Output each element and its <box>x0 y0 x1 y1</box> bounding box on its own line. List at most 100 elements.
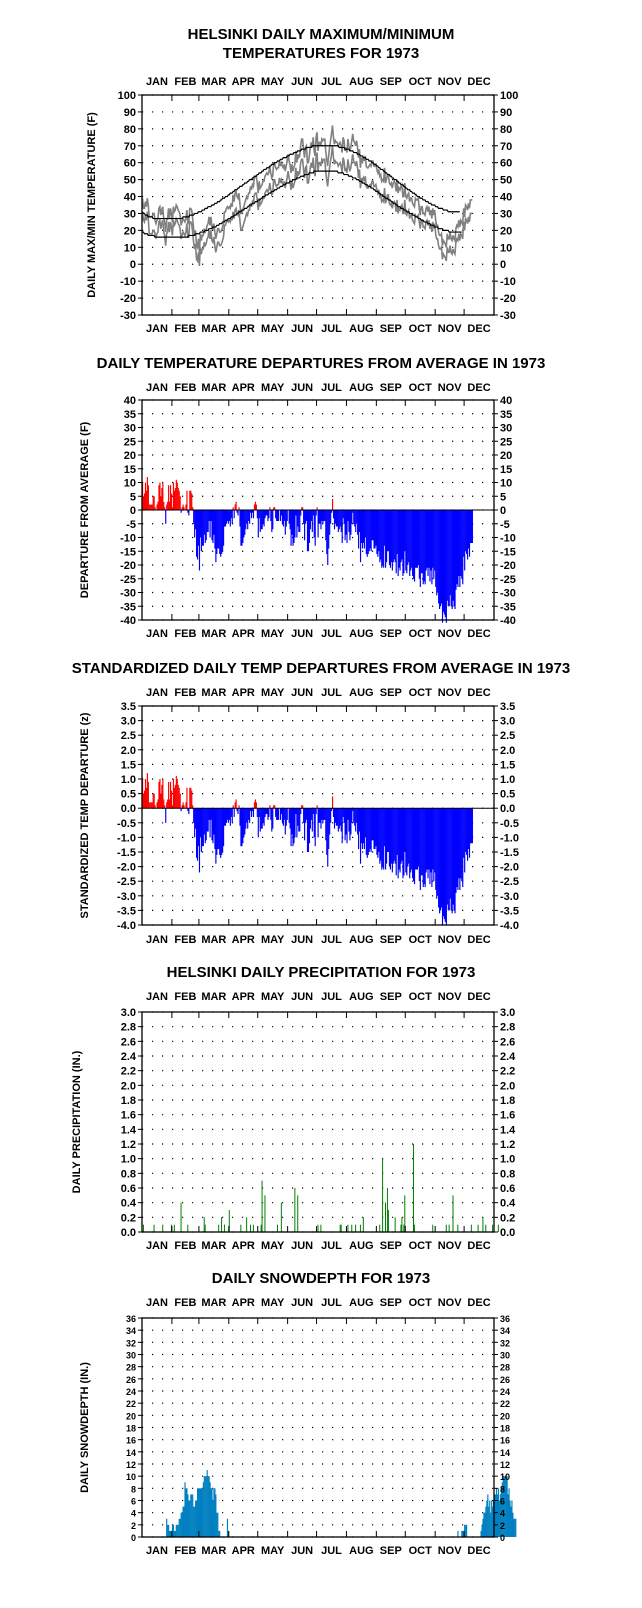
data-bar <box>241 808 243 847</box>
data-bar <box>386 808 389 852</box>
data-bar <box>279 510 282 521</box>
month-label-bottom: SEP <box>380 628 402 640</box>
y-tick-label-left: 36 <box>126 1314 136 1324</box>
data-bar <box>146 477 148 510</box>
data-bar <box>214 808 216 850</box>
month-label-bottom: JAN <box>146 323 168 335</box>
data-bar <box>276 510 278 521</box>
y-tick-label-right: 34 <box>500 1326 510 1336</box>
y-tick-label-left: -3.5 <box>117 905 136 917</box>
y-tick-label-right: 20 <box>500 450 512 462</box>
data-bar <box>259 808 261 832</box>
data-bar <box>169 501 171 510</box>
data-bar <box>237 808 239 815</box>
y-tick-label-right: 3.5 <box>500 701 515 713</box>
data-bar <box>480 1530 482 1537</box>
month-label-top: JAN <box>146 382 168 394</box>
data-bar <box>274 507 276 510</box>
data-bar <box>285 510 287 527</box>
data-bar <box>187 1224 189 1232</box>
data-bar <box>426 808 428 870</box>
data-bar <box>424 808 426 888</box>
data-bar <box>196 510 198 557</box>
data-bar <box>238 805 240 809</box>
data-bar <box>277 510 279 521</box>
data-bar <box>416 510 419 568</box>
data-bar <box>251 808 254 812</box>
data-bar <box>341 510 343 543</box>
data-bar <box>394 1217 396 1232</box>
data-bar <box>433 808 435 882</box>
data-bar <box>191 493 193 510</box>
data-bar <box>386 1188 388 1232</box>
data-bar <box>154 805 156 809</box>
data-bar <box>177 784 179 809</box>
data-bar <box>211 808 213 841</box>
data-bar <box>228 510 230 521</box>
data-bar <box>209 1482 211 1537</box>
data-bar <box>434 510 436 571</box>
data-bar <box>272 808 274 829</box>
y-tick-label-right: 1.0 <box>500 774 515 786</box>
data-bar <box>413 1224 415 1232</box>
y-tick-label-right: 24 <box>500 1387 510 1397</box>
data-bar <box>512 1512 514 1537</box>
data-bar <box>420 510 422 574</box>
month-label-bottom: DEC <box>467 628 490 640</box>
month-label-bottom: APR <box>232 323 255 335</box>
data-bar <box>338 510 340 530</box>
month-label-bottom: SEP <box>380 934 402 946</box>
data-bar <box>316 507 318 510</box>
data-bar <box>369 510 371 549</box>
data-bar <box>402 808 404 879</box>
data-bar <box>169 799 171 809</box>
month-label-bottom: AUG <box>349 1240 373 1252</box>
data-bar <box>288 510 290 524</box>
data-bar <box>204 510 206 543</box>
month-label-top: APR <box>232 382 255 394</box>
data-bar <box>368 808 370 852</box>
data-bar <box>460 510 462 576</box>
data-bar <box>145 490 148 510</box>
data-bar <box>293 510 295 543</box>
y-tick-label-right: 10 <box>500 242 512 254</box>
data-bar <box>411 510 413 568</box>
data-bar <box>320 808 322 829</box>
data-bar <box>313 510 315 538</box>
y-tick-label-right: 2 <box>500 1521 505 1531</box>
data-bar <box>282 808 284 826</box>
data-bar <box>232 805 234 809</box>
data-bar <box>298 808 300 832</box>
data-bar <box>239 510 241 527</box>
data-bar <box>358 510 360 549</box>
data-bar <box>332 808 335 817</box>
data-bar <box>403 808 405 876</box>
chart-title: STANDARDIZED DAILY TEMP DEPARTURES FROM … <box>72 660 570 677</box>
data-bar <box>366 808 368 858</box>
data-bar <box>433 510 435 579</box>
y-tick-label-left: -10 <box>120 533 136 545</box>
data-bar <box>229 510 231 527</box>
data-bar <box>152 496 154 510</box>
month-label-bottom: NOV <box>438 934 463 946</box>
y-tick-label-left: 20 <box>124 225 136 237</box>
data-bar <box>194 1506 196 1537</box>
y-tick-label-left: 0 <box>130 259 136 271</box>
data-bar <box>160 793 162 809</box>
data-bar <box>377 808 379 858</box>
data-bar <box>394 510 396 563</box>
data-bar <box>167 1524 169 1537</box>
data-bar <box>373 808 375 850</box>
data-bar <box>218 1224 220 1232</box>
data-bar <box>174 784 176 809</box>
data-bar <box>260 1224 262 1232</box>
month-label-top: JUN <box>291 991 313 1003</box>
data-bar <box>256 510 258 519</box>
data-bar <box>448 510 450 607</box>
month-label-top: SEP <box>380 76 402 88</box>
data-bar <box>217 510 219 549</box>
data-bar <box>277 808 279 820</box>
y-tick-label-right: 50 <box>500 175 512 187</box>
data-bar <box>223 510 226 527</box>
